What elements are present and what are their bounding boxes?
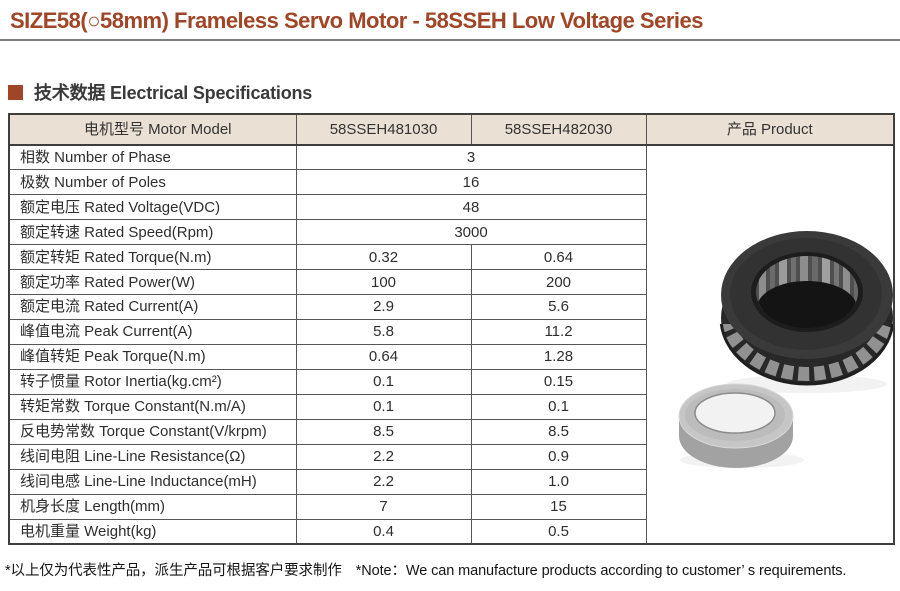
section-bullet-icon [8, 84, 23, 100]
row-value-481030: 7 [295, 493, 472, 520]
row-value-482030: 8.5 [470, 418, 647, 445]
table-row: 机身长度 Length(mm) 7 15 [8, 493, 894, 520]
row-label: 电机重量 Weight(kg) [8, 518, 297, 545]
row-value-481030: 2.9 [295, 294, 472, 321]
row-value-481030: 2.2 [295, 443, 472, 470]
row-value-482030: 5.6 [470, 294, 647, 321]
row-label: 线间电感 Line-Line Inductance(mH) [8, 468, 297, 495]
row-label: 线间电阻 Line-Line Resistance(Ω) [8, 443, 297, 470]
section-header: 技术数据 Electrical Specifications [8, 79, 312, 105]
row-label: 反电势常数 Torque Constant(V/krpm) [8, 418, 297, 445]
table-row: 额定转矩 Rated Torque(N.m) 0.32 0.64 [8, 244, 894, 271]
section-title: 技术数据 Electrical Specifications [34, 83, 313, 103]
table-row: 额定转速 Rated Speed(Rpm) 3000 [8, 219, 894, 246]
row-value-482030: 0.5 [470, 518, 647, 545]
spec-table: 电机型号 Motor Model 58SSEH481030 58SSEH4820… [8, 113, 895, 545]
table-row: 线间电感 Line-Line Inductance(mH) 2.2 1.0 [8, 468, 894, 495]
row-value-481030: 0.1 [295, 368, 472, 395]
row-label: 额定电压 Rated Voltage(VDC) [8, 194, 297, 221]
row-value-merged: 3000 [295, 219, 647, 246]
row-value-481030: 0.32 [295, 244, 472, 271]
row-value-merged: 48 [295, 194, 647, 221]
rotor-ring-graphic [678, 383, 793, 468]
row-value-merged: 16 [295, 169, 647, 196]
row-value-481030: 0.4 [295, 518, 472, 545]
table-row: 线间电阻 Line-Line Resistance(Ω) 2.2 0.9 [8, 443, 894, 470]
row-value-merged: 3 [295, 144, 647, 171]
row-value-482030: 200 [470, 269, 647, 296]
table-row: 额定电流 Rated Current(A) 2.9 5.6 [8, 294, 894, 321]
table-row: 额定功率 Rated Power(W) 100 200 [8, 269, 894, 296]
footnote: *以上仅为代表性产品，派生产品可根据客户要求制作 *Note：We can man… [5, 559, 846, 580]
row-value-481030: 2.2 [295, 468, 472, 495]
stator-ring-graphic [719, 231, 893, 386]
col-header-model-482030: 58SSEH482030 [470, 113, 647, 146]
row-label: 转子惯量 Rotor Inertia(kg.cm²) [8, 368, 297, 395]
table-row: 转子惯量 Rotor Inertia(kg.cm²) 0.1 0.15 [8, 368, 894, 395]
row-label: 峰值转矩 Peak Torque(N.m) [8, 344, 297, 370]
col-header-model-481030: 58SSEH481030 [295, 113, 472, 146]
table-row: 额定电压 Rated Voltage(VDC) 48 [8, 194, 894, 221]
table-header-row: 电机型号 Motor Model 58SSEH481030 58SSEH4820… [8, 113, 895, 146]
title-divider [0, 39, 900, 41]
row-label: 额定功率 Rated Power(W) [8, 269, 297, 296]
row-value-481030: 8.5 [295, 418, 472, 445]
row-value-482030: 0.1 [470, 393, 647, 420]
page-title: SIZE58(○58mm) Frameless Servo Motor - 58… [10, 8, 703, 33]
footnote-cn: *以上仅为代表性产品，派生产品可根据客户要求制作 [5, 563, 342, 579]
product-photo-cell [645, 144, 895, 545]
col-header-motor-model: 电机型号 Motor Model [8, 113, 297, 146]
row-value-481030: 0.1 [295, 393, 472, 420]
row-value-481030: 5.8 [295, 319, 472, 345]
footnote-en: *Note：We can manufacture products accord… [355, 563, 847, 579]
row-value-481030: 0.64 [295, 344, 472, 370]
row-value-482030: 15 [470, 493, 647, 520]
row-label: 转矩常数 Torque Constant(N.m/A) [8, 393, 297, 420]
row-value-482030: 11.2 [470, 319, 647, 345]
table-row: 电机重量 Weight(kg) 0.4 0.5 [8, 518, 894, 545]
table-row: 反电势常数 Torque Constant(V/krpm) 8.5 8.5 [8, 418, 894, 445]
row-value-482030: 0.15 [470, 368, 647, 395]
row-label: 额定转矩 Rated Torque(N.m) [8, 244, 297, 271]
row-label: 额定转速 Rated Speed(Rpm) [8, 219, 297, 246]
row-label: 机身长度 Length(mm) [8, 493, 297, 520]
row-label: 极数 Number of Poles [8, 169, 297, 196]
row-value-482030: 1.28 [470, 344, 647, 370]
row-label: 额定电流 Rated Current(A) [8, 294, 297, 321]
row-label: 相数 Number of Phase [8, 144, 297, 171]
row-value-482030: 0.64 [470, 244, 647, 271]
row-label: 峰值电流 Peak Current(A) [8, 319, 297, 345]
row-value-482030: 0.9 [470, 443, 647, 470]
table-row: 相数 Number of Phase 3 [8, 144, 895, 545]
row-value-481030: 100 [295, 269, 472, 296]
row-value-482030: 1.0 [470, 468, 647, 495]
col-header-product: 产品 Product [645, 113, 895, 146]
product-photo [678, 231, 893, 468]
